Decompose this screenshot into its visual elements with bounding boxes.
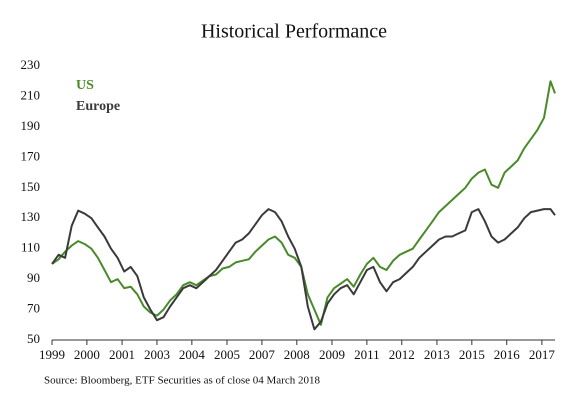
chart-title: Historical Performance [201, 21, 387, 43]
x-tick-label: 2012 [389, 347, 415, 362]
source-note: Source: Bloomberg, ETF Securities as of … [44, 375, 320, 387]
y-tick-label: 110 [21, 240, 40, 255]
x-tick-label: 2007 [249, 347, 276, 362]
x-tick-label: 2001 [109, 347, 135, 362]
series-line [51, 208, 556, 331]
y-tick-label: 50 [27, 331, 40, 346]
y-tick-label: 170 [21, 148, 41, 163]
x-tick-label: 2003 [144, 347, 170, 362]
x-tick-label: 2000 [74, 347, 100, 362]
legend-label: Europe [76, 99, 120, 114]
y-tick-label: 70 [27, 301, 40, 316]
y-tick-label: 130 [21, 209, 41, 224]
y-tick-label: 190 [21, 118, 41, 133]
x-tick-label: 2016 [494, 347, 521, 362]
x-tick-label: 2013 [424, 347, 450, 362]
x-tick-label: 2015 [459, 347, 485, 362]
x-tick-label: 2004 [179, 347, 206, 362]
x-tick-label: 2017 [529, 347, 556, 362]
x-tick-label: 1999 [39, 347, 65, 362]
x-tick-label: 2005 [214, 347, 240, 362]
x-tick-label: 2008 [284, 347, 310, 362]
y-tick-label: 150 [21, 179, 41, 194]
x-tick-label: 2009 [319, 347, 345, 362]
y-tick-label: 230 [21, 57, 41, 72]
y-tick-label: 210 [21, 87, 41, 102]
legend-label: US [76, 78, 94, 93]
series-line [51, 80, 556, 326]
x-tick-label: 2011 [354, 347, 380, 362]
y-tick-label: 90 [27, 270, 40, 285]
